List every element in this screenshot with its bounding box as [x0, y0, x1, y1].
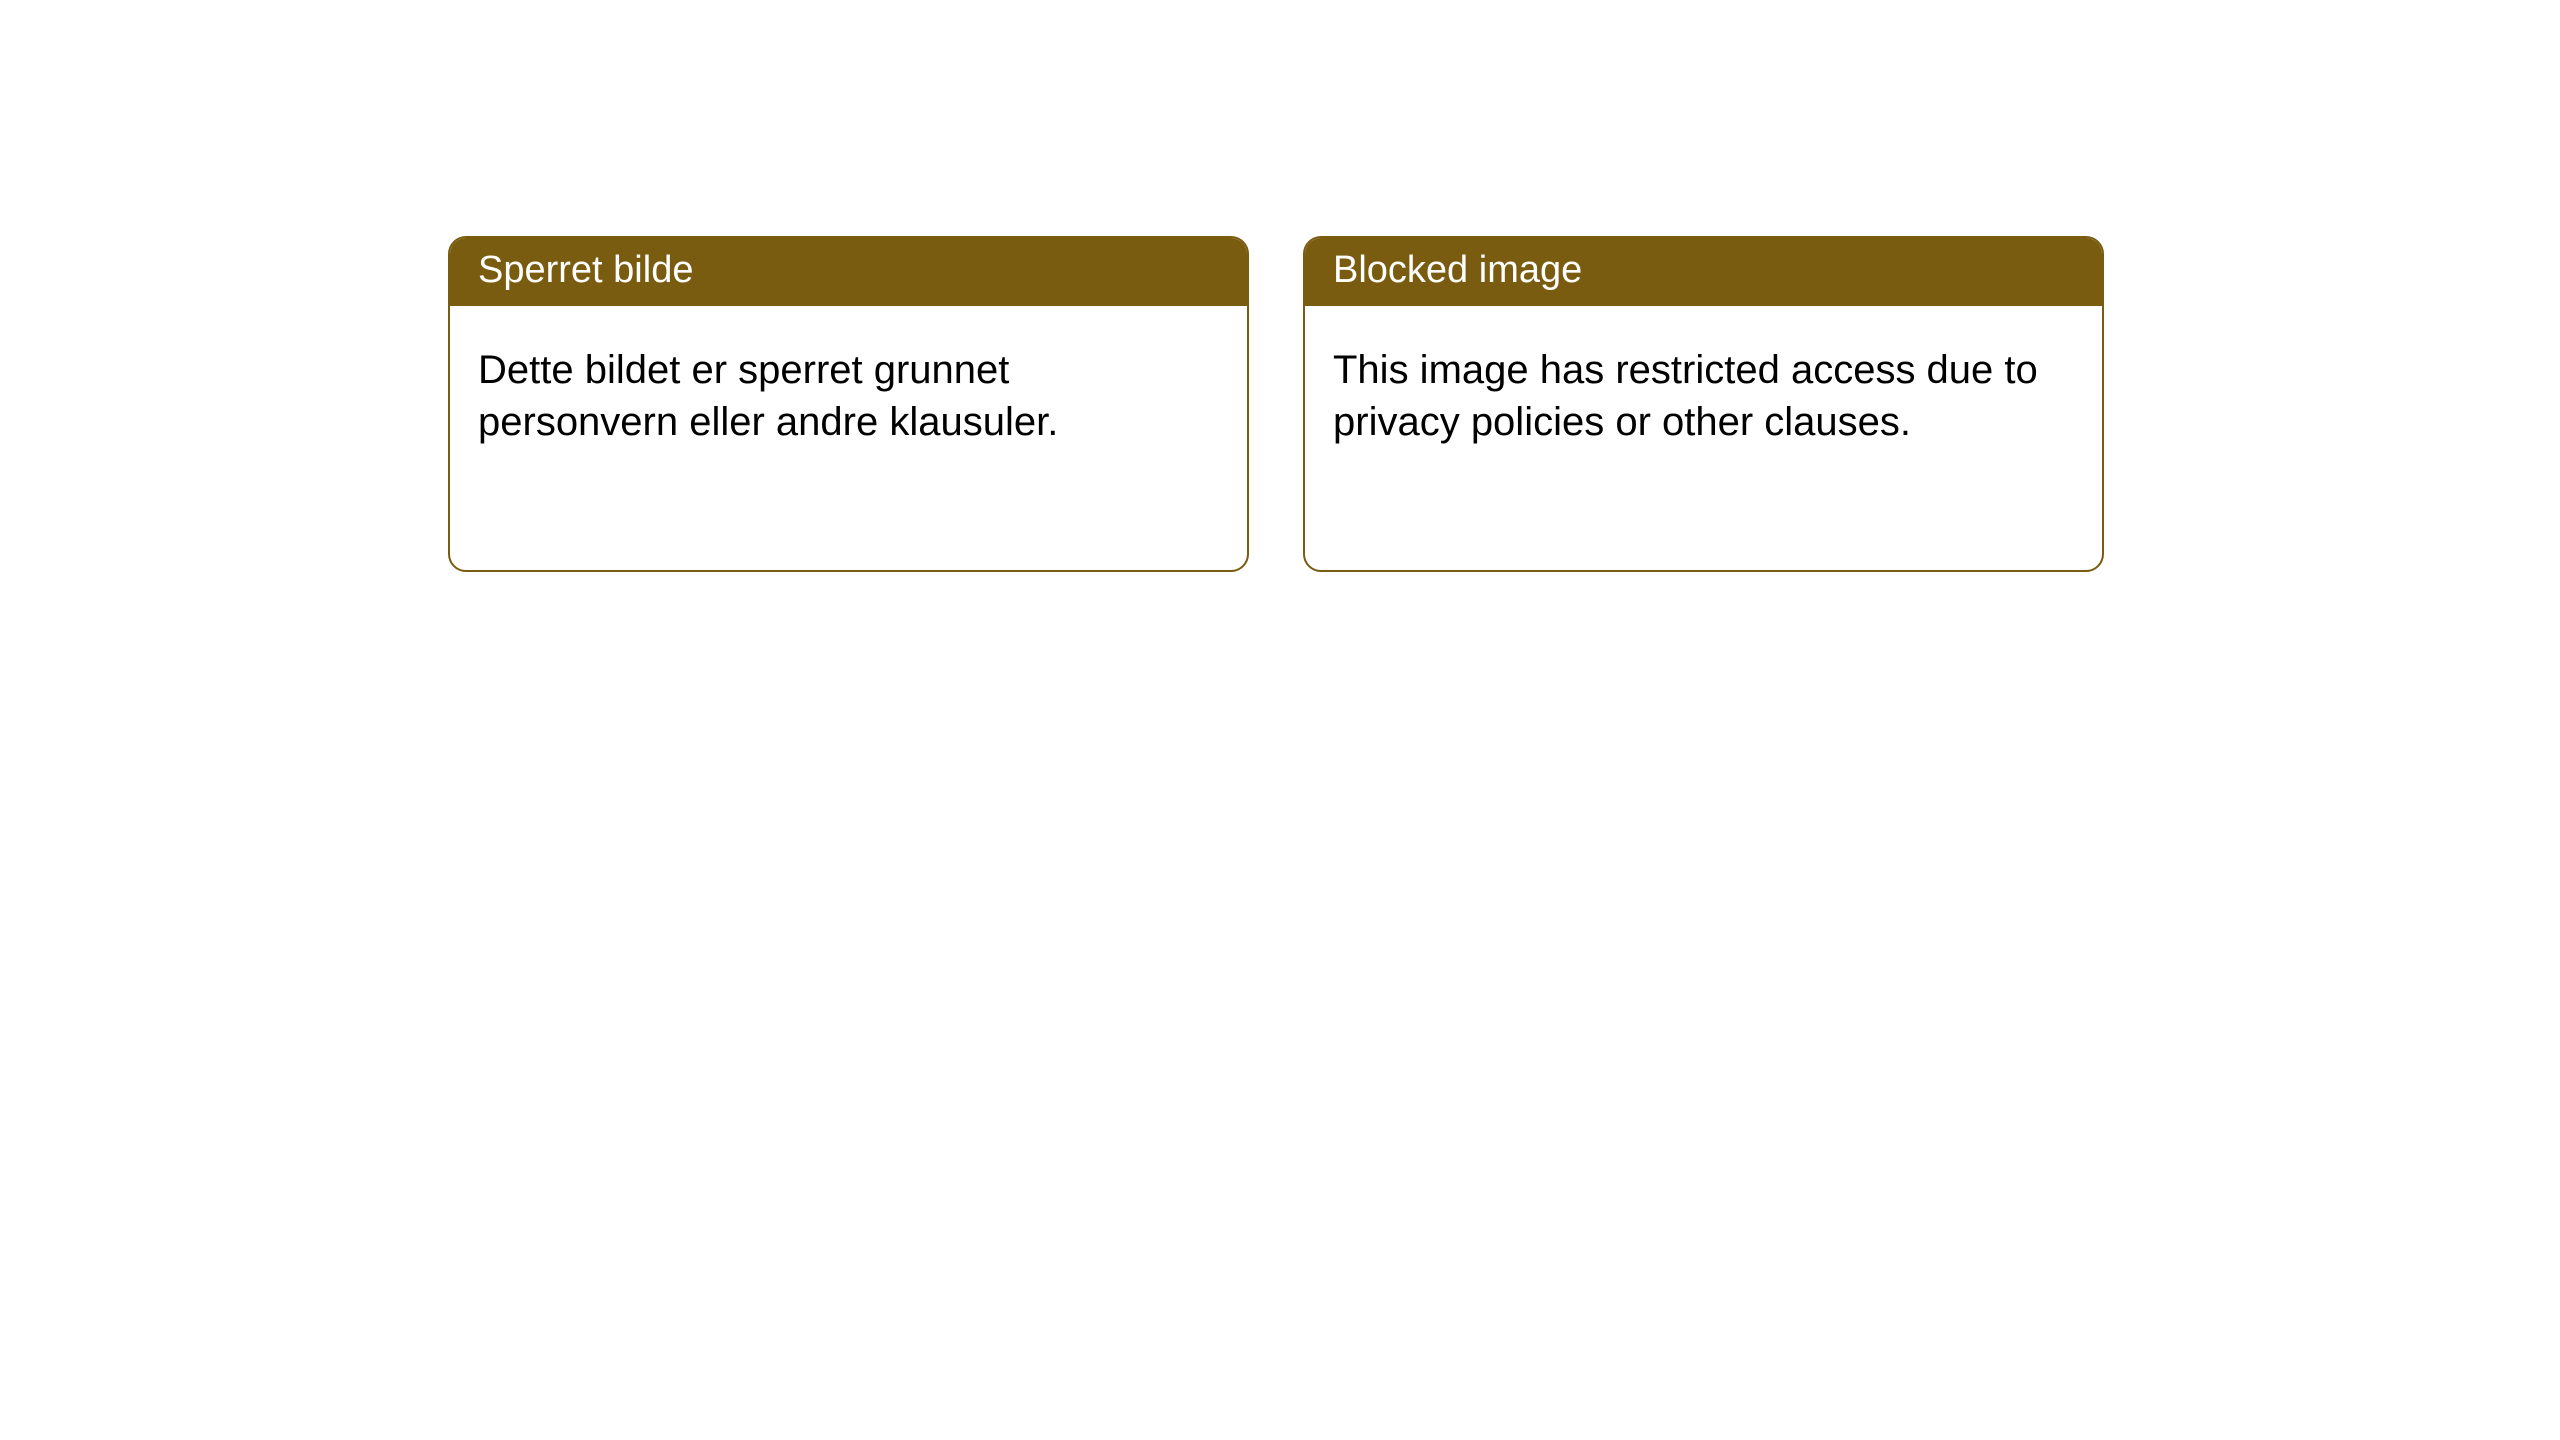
card-title: Blocked image [1305, 238, 2102, 306]
notice-card-norwegian: Sperret bilde Dette bildet er sperret gr… [448, 236, 1249, 572]
card-body-text: Dette bildet er sperret grunnet personve… [450, 306, 1247, 488]
card-body-text: This image has restricted access due to … [1305, 306, 2102, 488]
notice-card-container: Sperret bilde Dette bildet er sperret gr… [0, 0, 2560, 572]
card-title: Sperret bilde [450, 238, 1247, 306]
notice-card-english: Blocked image This image has restricted … [1303, 236, 2104, 572]
